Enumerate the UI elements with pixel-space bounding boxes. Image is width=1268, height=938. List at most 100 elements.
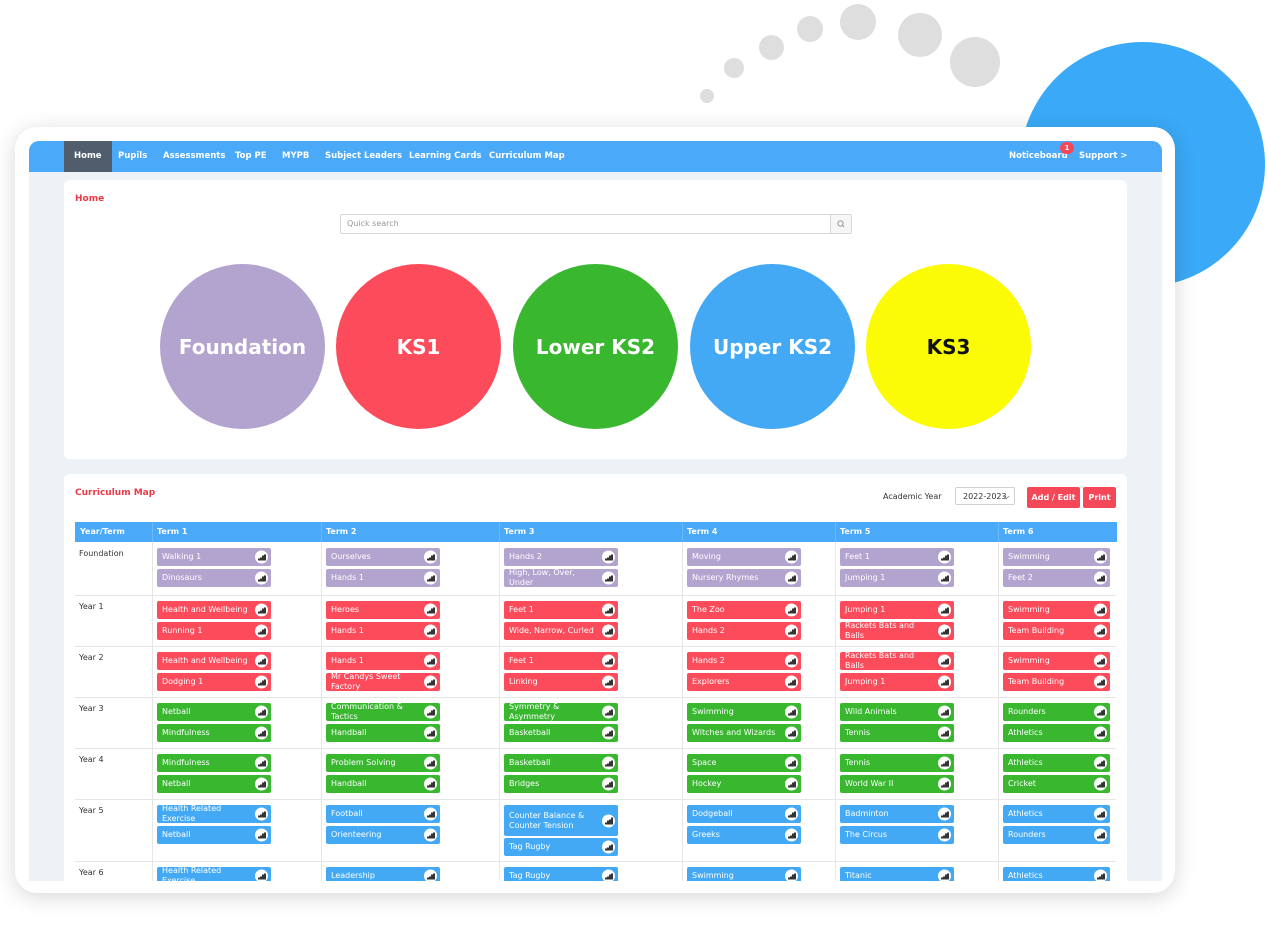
signal-bars-icon[interactable] <box>785 603 798 617</box>
unit-foundation-term-1[interactable]: Dinosaurs <box>157 569 271 587</box>
unit-foundation-term-5[interactable]: Jumping 1 <box>840 569 954 587</box>
unit-year-3-term-1[interactable]: Netball <box>157 703 271 721</box>
unit-year-4-term-4[interactable]: Space <box>687 754 801 772</box>
unit-year-4-term-1[interactable]: Netball <box>157 775 271 793</box>
signal-bars-icon[interactable] <box>424 869 437 881</box>
signal-bars-icon[interactable] <box>938 705 951 719</box>
signal-bars-icon[interactable] <box>785 828 798 842</box>
stage-lower-ks2[interactable]: Lower KS2 <box>513 264 678 429</box>
unit-year-4-term-1[interactable]: Mindfulness <box>157 754 271 772</box>
signal-bars-icon[interactable] <box>938 828 951 842</box>
unit-year-6-term-1[interactable]: Health Related Exercise <box>157 867 271 881</box>
signal-bars-icon[interactable] <box>602 869 615 881</box>
unit-foundation-term-2[interactable]: Ourselves <box>326 548 440 566</box>
signal-bars-icon[interactable] <box>255 869 268 881</box>
unit-year-3-term-6[interactable]: Rounders <box>1003 703 1110 721</box>
signal-bars-icon[interactable] <box>255 603 268 617</box>
signal-bars-icon[interactable] <box>938 550 951 564</box>
signal-bars-icon[interactable] <box>424 654 437 668</box>
signal-bars-icon[interactable] <box>938 624 951 638</box>
nav-home[interactable]: Home <box>64 141 112 172</box>
signal-bars-icon[interactable] <box>938 603 951 617</box>
signal-bars-icon[interactable] <box>1094 828 1107 842</box>
signal-bars-icon[interactable] <box>255 726 268 740</box>
unit-year-1-term-5[interactable]: Rackets Bats and Balls <box>840 622 954 640</box>
unit-year-1-term-6[interactable]: Team Building <box>1003 622 1110 640</box>
unit-year-4-term-2[interactable]: Problem Solving <box>326 754 440 772</box>
unit-year-3-term-4[interactable]: Witches and Wizards <box>687 724 801 742</box>
signal-bars-icon[interactable] <box>938 807 951 821</box>
unit-year-4-term-6[interactable]: Athletics <box>1003 754 1110 772</box>
unit-year-5-term-4[interactable]: Dodgeball <box>687 805 801 823</box>
signal-bars-icon[interactable] <box>602 550 615 564</box>
unit-foundation-term-4[interactable]: Moving <box>687 548 801 566</box>
unit-year-5-term-1[interactable]: Health Related Exercise <box>157 805 271 823</box>
unit-year-3-term-5[interactable]: Wild Animals <box>840 703 954 721</box>
unit-year-6-term-2[interactable]: Leadership <box>326 867 440 881</box>
signal-bars-icon[interactable] <box>255 756 268 770</box>
signal-bars-icon[interactable] <box>1094 756 1107 770</box>
quick-search[interactable]: Quick search <box>340 214 852 234</box>
unit-year-5-term-6[interactable]: Athletics <box>1003 805 1110 823</box>
signal-bars-icon[interactable] <box>424 726 437 740</box>
unit-year-5-term-2[interactable]: Orienteering <box>326 826 440 844</box>
stage-upper-ks2[interactable]: Upper KS2 <box>690 264 855 429</box>
unit-year-2-term-4[interactable]: Explorers <box>687 673 801 691</box>
signal-bars-icon[interactable] <box>602 654 615 668</box>
signal-bars-icon[interactable] <box>255 571 268 585</box>
stage-ks1[interactable]: KS1 <box>336 264 501 429</box>
unit-foundation-term-3[interactable]: Hands 2 <box>504 548 618 566</box>
signal-bars-icon[interactable] <box>602 726 615 740</box>
unit-year-4-term-6[interactable]: Cricket <box>1003 775 1110 793</box>
signal-bars-icon[interactable] <box>1094 603 1107 617</box>
unit-year-1-term-1[interactable]: Running 1 <box>157 622 271 640</box>
signal-bars-icon[interactable] <box>938 777 951 791</box>
signal-bars-icon[interactable] <box>785 571 798 585</box>
unit-year-3-term-2[interactable]: Communication & Tactics <box>326 703 440 721</box>
unit-year-1-term-2[interactable]: Heroes <box>326 601 440 619</box>
signal-bars-icon[interactable] <box>424 624 437 638</box>
unit-year-1-term-4[interactable]: Hands 2 <box>687 622 801 640</box>
unit-foundation-term-5[interactable]: Feet 1 <box>840 548 954 566</box>
unit-year-4-term-3[interactable]: Basketball <box>504 754 618 772</box>
signal-bars-icon[interactable] <box>1094 675 1107 689</box>
unit-year-5-term-5[interactable]: Badminton <box>840 805 954 823</box>
unit-year-6-term-5[interactable]: Titanic <box>840 867 954 881</box>
signal-bars-icon[interactable] <box>424 828 437 842</box>
unit-year-1-term-4[interactable]: The Zoo <box>687 601 801 619</box>
signal-bars-icon[interactable] <box>424 756 437 770</box>
signal-bars-icon[interactable] <box>255 550 268 564</box>
unit-year-4-term-4[interactable]: Hockey <box>687 775 801 793</box>
unit-year-6-term-6[interactable]: Athletics <box>1003 867 1110 881</box>
unit-year-1-term-3[interactable]: Wide, Narrow, Curled <box>504 622 618 640</box>
unit-year-2-term-3[interactable]: Linking <box>504 673 618 691</box>
search-button[interactable] <box>830 215 851 233</box>
signal-bars-icon[interactable] <box>602 603 615 617</box>
signal-bars-icon[interactable] <box>785 654 798 668</box>
unit-year-5-term-1[interactable]: Netball <box>157 826 271 844</box>
stage-foundation[interactable]: Foundation <box>160 264 325 429</box>
unit-year-3-term-4[interactable]: Swimming <box>687 703 801 721</box>
unit-foundation-term-4[interactable]: Nursery Rhymes <box>687 569 801 587</box>
unit-year-5-term-3[interactable]: Counter Balance & Counter Tension <box>504 805 618 836</box>
unit-year-6-term-3[interactable]: Tag Rugby <box>504 867 618 881</box>
unit-year-1-term-5[interactable]: Jumping 1 <box>840 601 954 619</box>
signal-bars-icon[interactable] <box>255 705 268 719</box>
signal-bars-icon[interactable] <box>938 675 951 689</box>
nav-noticeboard[interactable]: Noticeboard <box>1009 151 1068 161</box>
unit-year-1-term-6[interactable]: Swimming <box>1003 601 1110 619</box>
unit-year-4-term-3[interactable]: Bridges <box>504 775 618 793</box>
nav-curriculum-map[interactable]: Curriculum Map <box>489 151 565 161</box>
signal-bars-icon[interactable] <box>785 726 798 740</box>
signal-bars-icon[interactable] <box>1094 571 1107 585</box>
unit-year-1-term-2[interactable]: Hands 1 <box>326 622 440 640</box>
unit-foundation-term-6[interactable]: Feet 2 <box>1003 569 1110 587</box>
signal-bars-icon[interactable] <box>255 828 268 842</box>
unit-year-1-term-1[interactable]: Health and Wellbeing <box>157 601 271 619</box>
signal-bars-icon[interactable] <box>424 571 437 585</box>
unit-year-6-term-4[interactable]: Swimming <box>687 867 801 881</box>
signal-bars-icon[interactable] <box>602 675 615 689</box>
signal-bars-icon[interactable] <box>938 869 951 881</box>
unit-foundation-term-1[interactable]: Walking 1 <box>157 548 271 566</box>
unit-year-2-term-4[interactable]: Hands 2 <box>687 652 801 670</box>
